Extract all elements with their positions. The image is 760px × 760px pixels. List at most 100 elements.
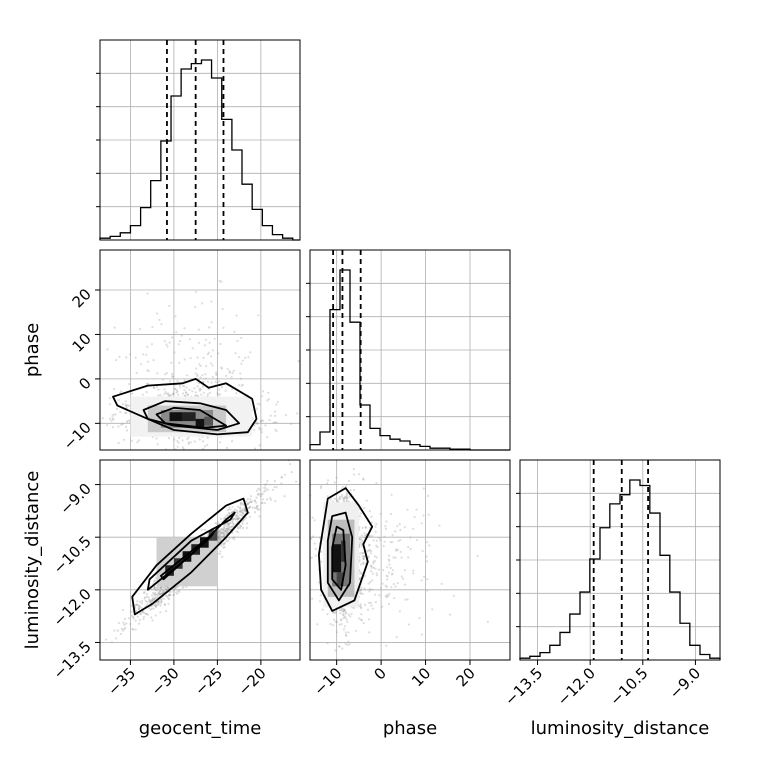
scatter-point: [206, 353, 209, 356]
scatter-point: [223, 542, 226, 545]
scatter-point: [164, 391, 167, 394]
scatter-point: [226, 528, 229, 531]
scatter-point: [240, 336, 243, 339]
scatter-point: [259, 420, 262, 423]
scatter-point: [264, 489, 267, 492]
scatter-point: [176, 440, 179, 443]
scatter-point: [426, 589, 429, 592]
scatter-point: [227, 527, 230, 530]
scatter-point: [171, 375, 174, 378]
scatter-point: [359, 592, 362, 595]
scatter-point: [340, 607, 343, 610]
scatter-point: [222, 535, 225, 538]
scatter-point: [110, 419, 113, 422]
scatter-point: [274, 421, 277, 424]
scatter-point: [381, 605, 384, 608]
scatter-point: [343, 625, 346, 628]
scatter-point: [160, 598, 163, 601]
scatter-point: [359, 538, 362, 541]
histogram-phase: [309, 269, 510, 451]
scatter-point: [257, 487, 260, 490]
scatter-point: [226, 522, 229, 525]
scatter-point: [167, 597, 170, 600]
scatter-point: [225, 514, 228, 517]
scatter-point: [216, 392, 219, 395]
scatter-point: [239, 510, 242, 513]
histogram-luminosity_distance: [519, 479, 721, 660]
scatter-point: [372, 539, 375, 542]
scatter-point: [266, 479, 269, 482]
scatter-point: [261, 395, 264, 398]
scatter-point: [341, 485, 344, 488]
scatter-point: [155, 605, 158, 608]
scatter-point: [348, 643, 351, 646]
scatter-point: [203, 344, 207, 347]
scatter-point: [372, 562, 375, 565]
scatter-point: [346, 497, 349, 500]
scatter-point: [158, 593, 161, 596]
scatter-point: [343, 615, 346, 618]
scatter-point: [345, 494, 348, 497]
scatter-point: [125, 406, 128, 409]
scatter-point: [141, 393, 144, 396]
scatter-point: [185, 386, 188, 389]
scatter-point: [377, 568, 380, 571]
scatter-point: [201, 374, 204, 377]
scatter-point: [246, 497, 249, 501]
scatter-point: [316, 623, 319, 626]
scatter-point: [222, 326, 225, 329]
scatter-point: [266, 498, 269, 501]
scatter-point: [218, 388, 221, 391]
scatter-point: [187, 442, 190, 445]
scatter-point: [141, 610, 144, 614]
scatter-point: [199, 388, 202, 391]
scatter-point: [362, 557, 365, 560]
density-cell: [169, 412, 183, 422]
scatter-point: [136, 603, 139, 607]
scatter-point: [426, 560, 429, 563]
scatter-point: [181, 586, 184, 589]
scatter-point: [239, 509, 242, 512]
scatter-point: [334, 620, 337, 623]
scatter-point: [138, 607, 141, 610]
scatter-point: [150, 605, 153, 608]
scatter-point: [167, 437, 170, 440]
scatter-point: [136, 615, 139, 618]
scatter-point: [167, 602, 170, 605]
scatter-point: [318, 600, 322, 603]
scatter-point: [235, 314, 238, 317]
scatter-point: [338, 645, 341, 648]
panel-frame-1-0: [99, 249, 301, 451]
scatter-point: [352, 468, 355, 471]
scatter-point: [245, 516, 248, 520]
scatter-point: [239, 506, 242, 509]
scatter-point: [359, 512, 362, 515]
scatter-point: [129, 610, 132, 613]
scatter-point: [167, 586, 170, 589]
scatter-point: [223, 534, 226, 538]
scatter-point: [170, 336, 174, 339]
scatter-point: [238, 355, 241, 359]
scatter-point: [266, 436, 269, 439]
scatter-point: [125, 425, 128, 429]
scatter-point: [280, 482, 283, 485]
scatter-point: [362, 557, 365, 560]
scatter-point: [331, 500, 334, 503]
scatter-point: [117, 425, 120, 428]
scatter-point: [239, 506, 242, 509]
scatter-point: [156, 601, 159, 604]
scatter-point: [412, 572, 415, 575]
scatter-point: [235, 392, 238, 395]
scatter-point: [196, 394, 200, 397]
scatter-point: [236, 518, 239, 521]
scatter-point: [210, 381, 213, 384]
scatter-point: [369, 601, 372, 605]
scatter-point: [379, 586, 382, 590]
scatter-point: [368, 549, 371, 552]
scatter-point: [342, 608, 345, 611]
scatter-point: [182, 447, 185, 450]
scatter-point: [391, 541, 394, 544]
scatter-point: [227, 522, 230, 525]
scatter-point: [360, 613, 363, 616]
scatter-point: [172, 392, 175, 395]
